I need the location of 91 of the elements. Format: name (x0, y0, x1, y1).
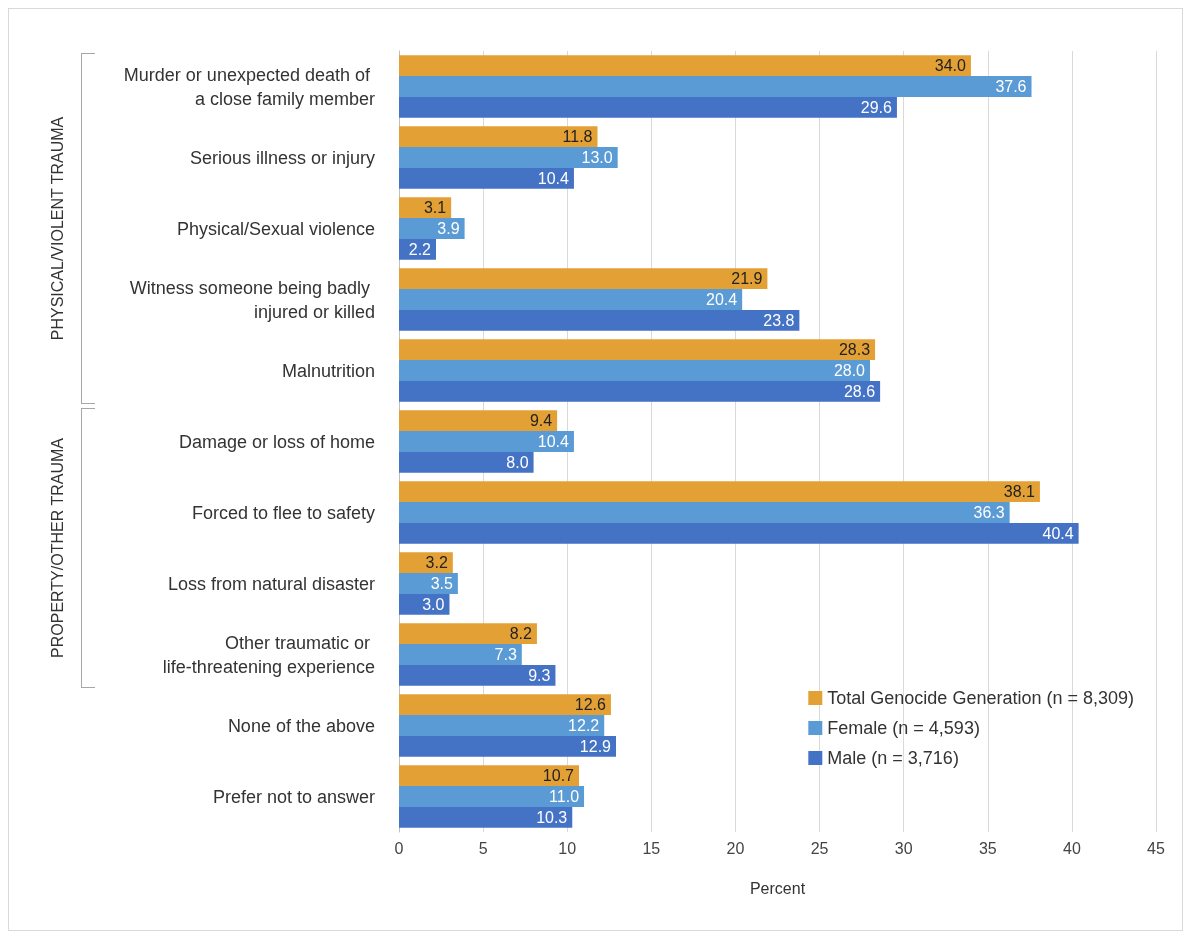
bar (399, 786, 585, 807)
y-tick-label: Other traumatic or life-threatening experience (162, 632, 375, 677)
y-tick-label: Murder or unexpected death of a close family member (123, 64, 375, 109)
data-label: 11.8 (562, 128, 593, 146)
bar (399, 644, 522, 665)
data-label: 23.8 (763, 311, 795, 329)
bar (399, 694, 611, 716)
data-label: 7.3 (494, 646, 517, 663)
text: PROPERTY/OTHER TRAUMA (48, 437, 66, 658)
legend-label: Total Genocide Generation (n = 8,309) (827, 688, 1135, 708)
bar (399, 76, 1032, 97)
bar (399, 289, 743, 310)
bar (399, 218, 465, 239)
data-label: 28.0 (833, 362, 866, 379)
bar (399, 55, 971, 77)
data-label: 38.1 (1003, 483, 1036, 501)
data-label: 10.4 (537, 169, 570, 187)
bar (399, 339, 876, 361)
bar (399, 309, 800, 331)
y-tick-label: None of the above (227, 715, 375, 736)
bar (399, 522, 1079, 544)
bar (399, 126, 598, 148)
data-label: 13.0 (581, 149, 613, 166)
bar (399, 806, 573, 828)
data-label: 20.4 (706, 291, 738, 308)
bar (399, 360, 871, 381)
bar (399, 197, 452, 219)
bar (399, 96, 897, 118)
data-label: 12.9 (579, 737, 612, 755)
data-label: 10.7 (542, 767, 575, 785)
data-label: 8.2 (509, 625, 533, 643)
y-tick-label: Witness someone being badly injured or killed (129, 277, 375, 322)
data-label: 10.4 (537, 433, 570, 450)
bar (399, 410, 558, 432)
x-tick-label: 20 (726, 839, 745, 857)
data-label: 3.1 (423, 199, 447, 217)
data-label: 21.9 (731, 270, 763, 288)
x-axis-title: Percent (749, 879, 806, 897)
bar (399, 664, 556, 686)
legend-label: Female (n = 4,593) (827, 718, 980, 738)
data-label: 34.0 (934, 57, 967, 75)
x-tick-label: 30 (894, 839, 913, 857)
y-tick-label: Damage or loss of home (178, 431, 375, 452)
x-tick-label: 5 (478, 839, 488, 857)
bar (399, 502, 1010, 523)
x-tick-label: 45 (1147, 839, 1165, 857)
bar (399, 735, 617, 757)
bar (399, 481, 1040, 503)
bar (399, 431, 574, 452)
data-label: 2.2 (408, 240, 432, 258)
data-label: 11.0 (549, 788, 580, 805)
y-tick-label: Serious illness or injury (189, 147, 375, 168)
bar (399, 573, 458, 594)
data-label: 8.0 (506, 453, 529, 471)
data-label: 12.2 (568, 717, 600, 734)
data-label: 10.3 (536, 808, 568, 826)
bar (399, 552, 453, 574)
bar (399, 147, 618, 168)
bar (399, 167, 574, 189)
data-label: 3.9 (437, 220, 460, 237)
data-label: 28.6 (843, 382, 876, 400)
y-tick-label: Physical/Sexual violence (176, 218, 375, 239)
data-label: 40.4 (1042, 524, 1074, 542)
x-tick-label: 25 (810, 839, 829, 857)
x-tick-label: 40 (1062, 839, 1081, 857)
bar (399, 380, 881, 402)
y-tick-label: Prefer not to answer (212, 786, 375, 807)
data-label: 28.3 (838, 341, 871, 359)
data-label: 9.4 (529, 412, 553, 430)
data-label: 3.2 (425, 554, 448, 572)
x-tick-label: 0 (394, 839, 404, 857)
data-label: 36.3 (973, 504, 1005, 521)
bar (399, 765, 579, 787)
bar (399, 715, 605, 736)
text: PHYSICAL/VIOLENT TRAUMA (48, 116, 66, 341)
data-label: 3.0 (422, 595, 445, 613)
x-tick-label: 15 (642, 839, 661, 857)
data-label: 29.6 (860, 98, 893, 116)
data-label: 37.6 (995, 78, 1027, 95)
data-label: 3.5 (430, 575, 453, 592)
bar (399, 623, 537, 645)
x-tick-label: 10 (558, 839, 577, 857)
x-tick-label: 35 (978, 839, 997, 857)
data-label: 9.3 (528, 666, 551, 684)
data-label: 12.6 (574, 696, 607, 714)
y-tick-label: Loss from natural disaster (167, 573, 375, 594)
bar (399, 268, 768, 290)
y-tick-label: Malnutrition (281, 360, 375, 381)
bar (399, 451, 534, 473)
legend-label: Male (n = 3,716) (827, 748, 959, 768)
y-tick-label: Forced to flee to safety (191, 502, 375, 523)
